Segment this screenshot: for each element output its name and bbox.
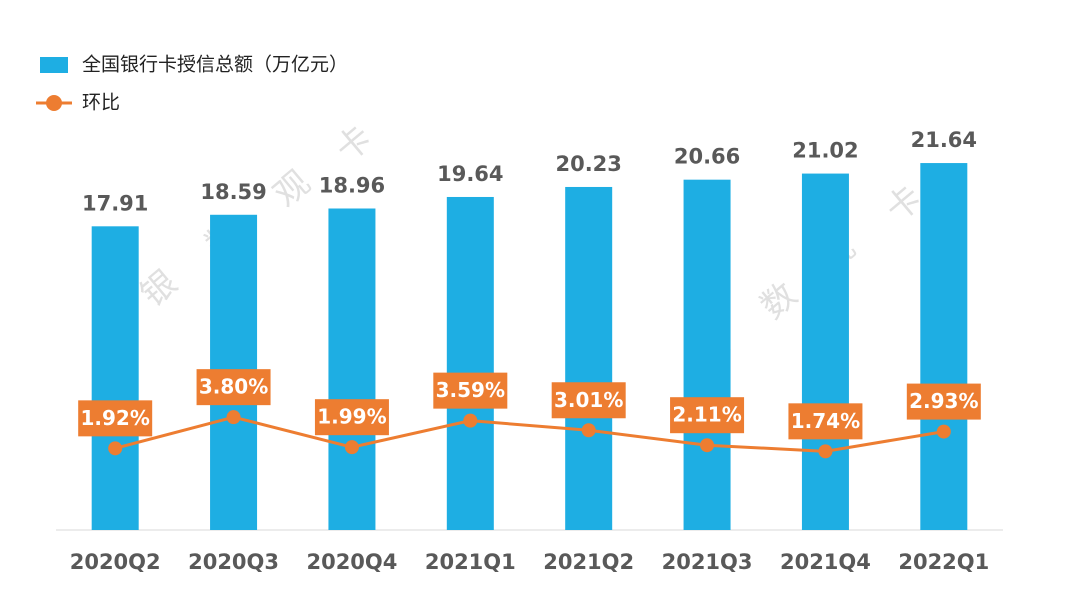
value-label: 1.74%	[791, 409, 860, 433]
value-label: 17.91	[82, 191, 148, 215]
watermark: 卡	[328, 118, 380, 170]
watermark: 银	[133, 263, 185, 315]
point	[344, 440, 359, 455]
label-box	[906, 383, 981, 420]
legend-label: 环比	[82, 92, 120, 114]
point	[463, 413, 478, 428]
line	[114, 415, 945, 453]
label-box	[433, 372, 508, 409]
bar	[920, 163, 968, 531]
value-label: 1.99%	[317, 405, 386, 429]
legend-swatch	[46, 95, 62, 111]
value-label: 20.23	[555, 152, 621, 176]
x-tick-label: 2021Q2	[543, 550, 634, 574]
label-box	[551, 382, 626, 419]
value-label: 1.92%	[80, 406, 149, 430]
value-label: 20.66	[674, 145, 740, 169]
value-label: 3.80%	[199, 375, 268, 399]
value-label: 18.59	[200, 180, 266, 204]
label-box	[196, 369, 271, 406]
legend-label: 全国银行卡授信总额（万亿元）	[82, 54, 348, 76]
label-box	[314, 399, 389, 436]
x-tick-label: 2021Q3	[662, 550, 753, 574]
point	[936, 424, 951, 439]
x-tick-label: 2020Q3	[188, 550, 279, 574]
bar	[801, 173, 849, 530]
value-label: 3.01%	[554, 388, 623, 412]
watermark: 观	[266, 163, 318, 215]
point	[818, 444, 833, 459]
x-tick-label: 2020Q4	[306, 550, 397, 574]
value-label: 21.64	[911, 128, 977, 152]
point	[108, 441, 123, 456]
value-label: 2.11%	[672, 403, 741, 427]
point	[581, 423, 596, 438]
value-label: 19.64	[437, 162, 503, 186]
bar	[328, 208, 376, 531]
x-tick-label: 2021Q4	[780, 550, 871, 574]
bar	[565, 186, 613, 531]
label-box	[670, 397, 745, 434]
value-label: 18.96	[319, 174, 385, 198]
point	[226, 410, 241, 425]
value-label: 2.93%	[909, 389, 978, 413]
x-tick-label: 2022Q1	[898, 550, 989, 574]
bar	[446, 196, 494, 530]
watermark: 数	[753, 275, 805, 327]
label-box	[788, 403, 863, 440]
x-tick-label: 2020Q2	[70, 550, 161, 574]
bar	[91, 226, 139, 530]
value-label: 21.02	[792, 139, 858, 163]
point	[700, 438, 715, 453]
legend-swatch	[40, 57, 68, 73]
bar	[683, 179, 731, 530]
label-box	[78, 400, 153, 437]
x-tick-label: 2021Q1	[425, 550, 516, 574]
value-label: 3.59%	[436, 378, 505, 402]
